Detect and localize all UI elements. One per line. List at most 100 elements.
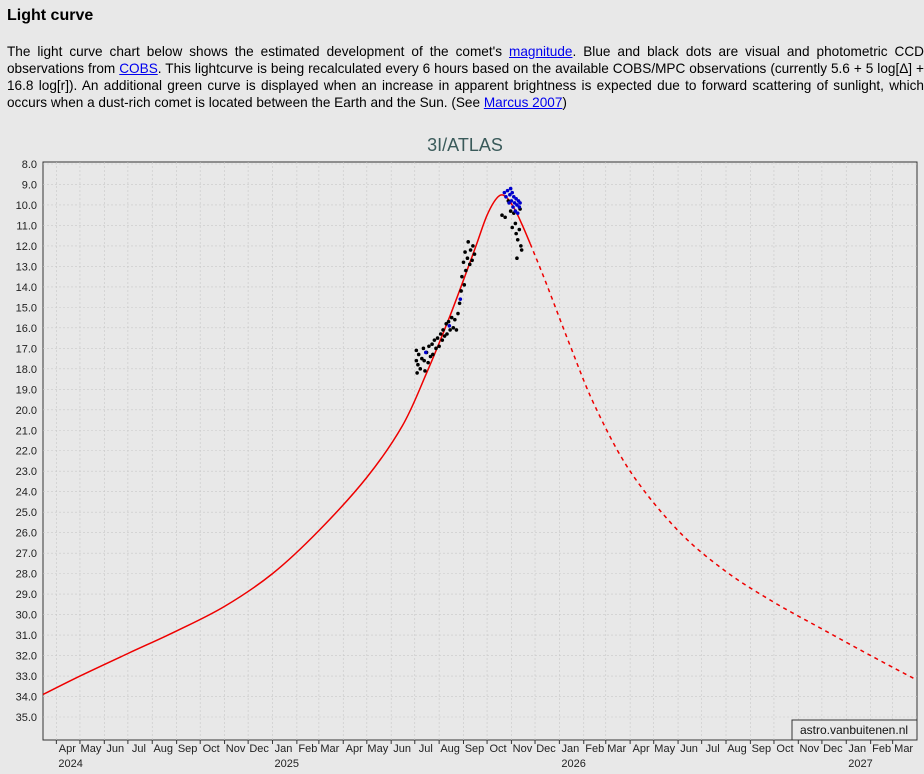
y-tick-label: 14.0: [16, 282, 37, 294]
x-tick-label: Dec: [536, 743, 556, 755]
y-tick-label: 19.0: [16, 384, 37, 396]
visual-observation-point: [423, 350, 428, 355]
ccd-observation-point: [467, 262, 472, 267]
x-tick-label: Feb: [585, 743, 604, 755]
ccd-observation-point: [444, 321, 449, 326]
visual-observation-point: [507, 201, 511, 205]
y-tick-label: 9.0: [22, 179, 37, 191]
x-tick-label: Jun: [393, 743, 411, 755]
ccd-observation-point: [449, 315, 454, 320]
ccd-observation-point: [503, 215, 507, 220]
ccd-observation-point: [465, 256, 470, 261]
visual-observation-point: [508, 186, 513, 191]
ccd-observation-point: [416, 362, 420, 367]
visual-observation-point: [512, 201, 517, 205]
y-tick-label: 11.0: [16, 220, 37, 232]
credit-label: astro.vanbuitenen.nl: [800, 723, 908, 737]
x-tick-label: Jan: [848, 743, 866, 755]
y-tick-label: 32.0: [16, 651, 37, 663]
year-label: 2024: [58, 758, 82, 770]
x-tick-label: Oct: [776, 743, 793, 755]
y-tick-label: 21.0: [16, 425, 37, 437]
x-tick-label: Jul: [419, 743, 433, 755]
x-tick-label: Sep: [178, 743, 198, 755]
y-tick-label: 16.0: [16, 323, 37, 335]
visual-observation-point: [504, 194, 508, 199]
y-tick-label: 30.0: [16, 610, 37, 622]
x-tick-label: Nov: [226, 743, 246, 755]
visual-observation-point: [518, 201, 522, 205]
ccd-observation-point: [432, 338, 437, 342]
y-tick-label: 22.0: [16, 446, 37, 458]
ccd-observation-point: [435, 336, 440, 340]
ccd-observation-point: [442, 334, 447, 338]
year-label: 2026: [561, 758, 585, 770]
ccd-observation-point: [421, 346, 426, 351]
ccd-observation-point: [448, 328, 452, 332]
visual-observation-point: [508, 192, 512, 197]
ccd-observation-point: [500, 213, 504, 218]
ccd-observation-point: [428, 354, 433, 359]
predicted-curve-line: [529, 243, 917, 681]
y-axis: 8.0 9.0 10.0 11.0 12.0 13.0 14.0 15.0 16.0 17.0 18…: [16, 159, 37, 724]
visual-observation-point: [458, 297, 463, 301]
ccd-observation-point: [510, 225, 515, 230]
ccd-observation-point: [460, 274, 464, 279]
ccd-observation-point: [431, 352, 435, 357]
magnitude-link[interactable]: magnitude: [509, 44, 573, 59]
visual-observation-point: [514, 197, 518, 201]
x-tick-label: Aug: [153, 743, 173, 755]
visual-observation-point: [502, 190, 507, 195]
y-tick-label: 8.0: [22, 159, 37, 171]
visual-observation-point: [513, 209, 518, 213]
x-tick-label: May: [81, 743, 102, 755]
intro-text-2: . Blue and black dots are visual and pho…: [7, 44, 924, 76]
x-tick-label: Sep: [465, 743, 485, 755]
ccd-observation-point: [471, 244, 475, 248]
visual-observation-point: [515, 211, 520, 215]
y-tick-label: 13.0: [16, 261, 37, 273]
ccd-observation-point: [440, 338, 445, 342]
visual-observation-point: [511, 205, 515, 209]
observations: [414, 186, 524, 375]
ccd-observation-point: [453, 317, 457, 322]
ccd-observation-point: [420, 356, 424, 361]
ccd-observation-point: [437, 344, 441, 349]
x-tick-label: Apr: [346, 743, 363, 755]
ccd-observation-point: [426, 360, 430, 365]
x-tick-label: Aug: [440, 743, 460, 755]
y-tick-label: 28.0: [16, 569, 37, 581]
ccd-observation-point: [508, 209, 513, 213]
ccd-observation-point: [519, 244, 523, 248]
ccd-observation-point: [457, 301, 462, 306]
x-tick-label: Feb: [872, 743, 891, 755]
ccd-observation-point: [461, 260, 466, 265]
ccd-observation-point: [468, 248, 473, 252]
x-tick-label: Apr: [633, 743, 650, 755]
x-tick-label: Mar: [894, 743, 913, 755]
y-tick-label: 24.0: [16, 487, 37, 499]
y-tick-label: 33.0: [16, 671, 37, 683]
y-tick-label: 18.0: [16, 364, 37, 376]
y-tick-label: 31.0: [16, 630, 37, 642]
ccd-observation-point: [422, 358, 426, 363]
ccd-observation-point: [415, 371, 419, 375]
year-label: 2025: [275, 758, 299, 770]
chart-title: 3I/ATLAS: [427, 135, 503, 155]
ccd-observation-point: [515, 237, 520, 242]
ccd-observation-point: [416, 352, 421, 357]
year-label: 2027: [848, 758, 872, 770]
cobs-link[interactable]: COBS: [119, 61, 158, 76]
marcus-2007-link[interactable]: Marcus 2007: [483, 95, 563, 110]
x-tick-label: Oct: [203, 743, 220, 755]
x-tick-label: Mar: [320, 743, 339, 755]
ccd-observation-point: [414, 358, 419, 363]
x-tick-label: Jun: [680, 743, 698, 755]
x-axis: Apr May Jun Jul Aug Sep Oct Nov Dec Jan Feb Mar Apr M…: [55, 740, 913, 770]
ccd-observation-point: [451, 326, 456, 330]
ccd-observation-point: [472, 252, 477, 256]
x-tick-label: Feb: [298, 743, 317, 755]
visual-observation-point: [517, 205, 522, 209]
x-tick-label: Jan: [562, 743, 580, 755]
x-tick-label: Dec: [249, 743, 269, 755]
